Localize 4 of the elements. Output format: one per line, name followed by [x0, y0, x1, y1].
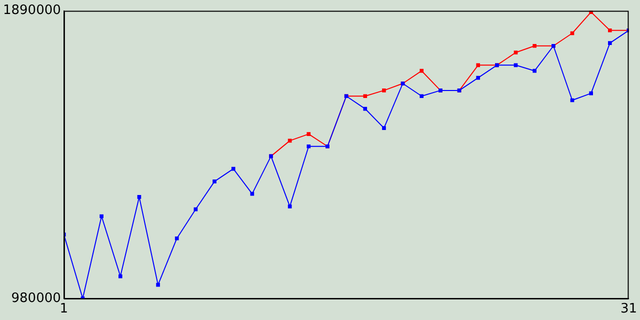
y-tick-label: 1890000 [2, 3, 61, 18]
x-tick-label: 1 [60, 302, 68, 317]
x-tick-label: 31 [620, 302, 637, 317]
y-tick-label: 980000 [11, 290, 61, 306]
